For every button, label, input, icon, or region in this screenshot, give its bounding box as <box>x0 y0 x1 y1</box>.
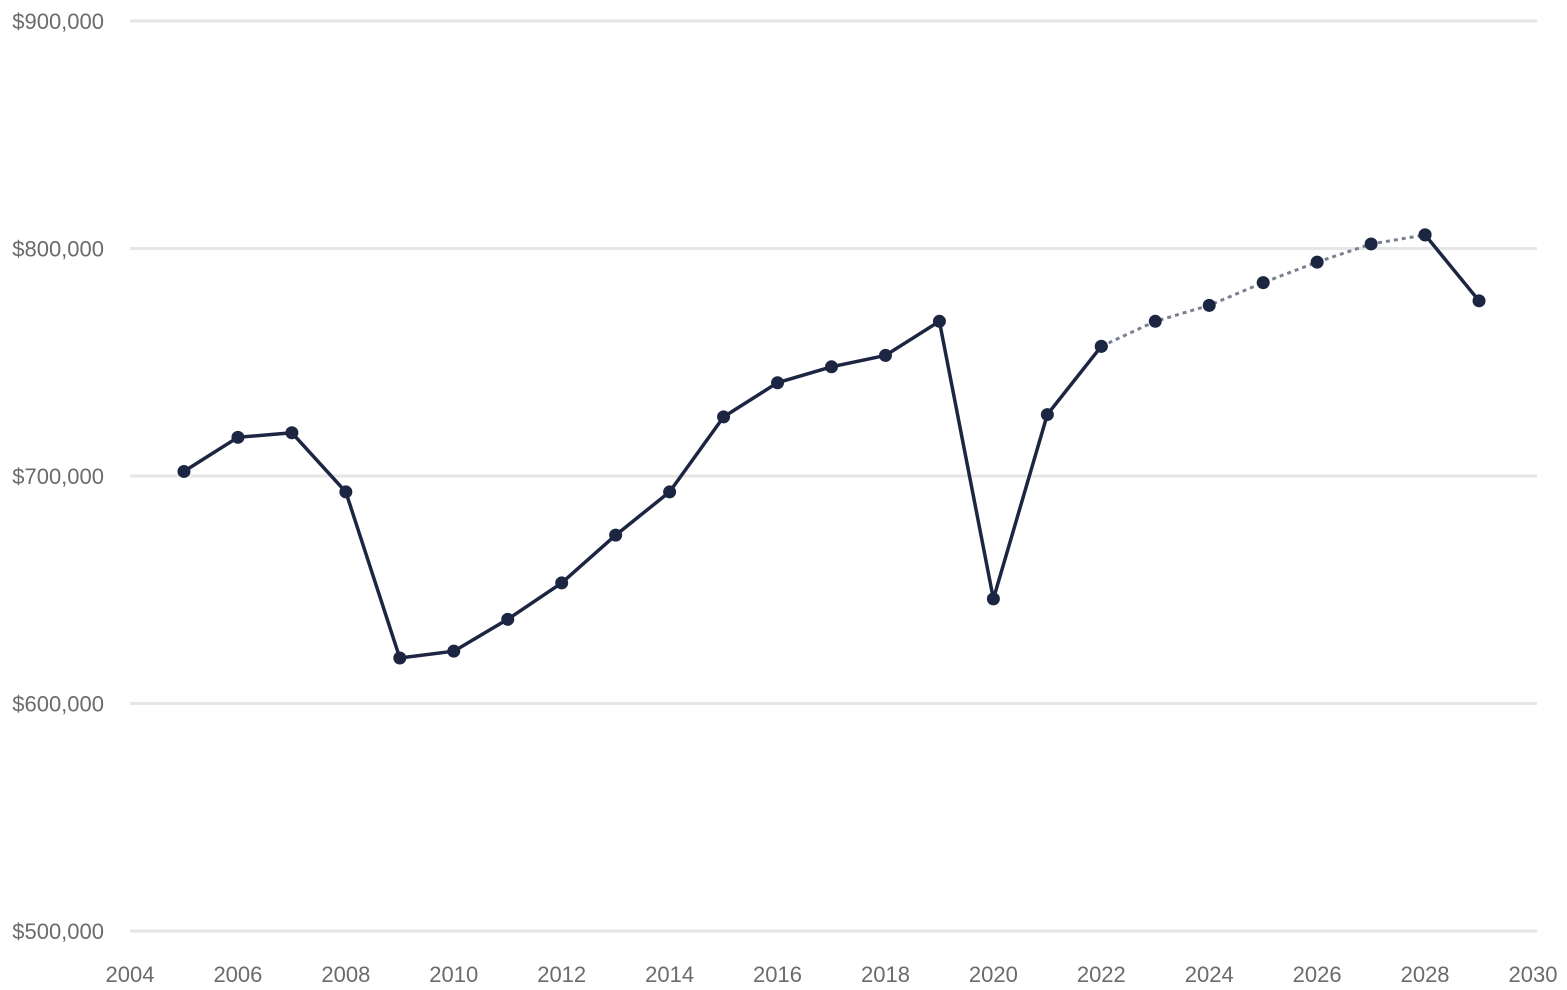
data-point <box>447 644 461 658</box>
data-point <box>1472 294 1486 308</box>
y-tick-label: $500,000 <box>12 919 104 944</box>
x-tick-label: 2010 <box>429 962 478 987</box>
data-point <box>1148 314 1162 328</box>
data-point <box>1040 408 1054 422</box>
forecast-series-line <box>1100 233 1426 348</box>
data-point <box>986 592 1000 606</box>
x-tick-label: 2008 <box>321 962 370 987</box>
x-tick-label: 2020 <box>969 962 1018 987</box>
data-point <box>1202 298 1216 312</box>
data-point <box>1418 228 1432 242</box>
y-tick-label: $900,000 <box>12 9 104 34</box>
data-point <box>393 651 407 665</box>
data-point <box>555 576 569 590</box>
data-point <box>932 314 946 328</box>
data-point <box>1364 237 1378 251</box>
x-tick-label: 2018 <box>861 962 910 987</box>
data-point <box>1094 339 1108 353</box>
data-point <box>501 612 515 626</box>
data-point <box>878 348 892 362</box>
data-point <box>771 376 785 390</box>
data-point <box>663 485 677 499</box>
gridlines <box>130 19 1537 933</box>
x-tick-label: 2024 <box>1185 962 1234 987</box>
data-point <box>177 464 191 478</box>
y-tick-label: $700,000 <box>12 464 104 489</box>
data-point <box>825 360 838 374</box>
data-point <box>1310 255 1324 269</box>
x-tick-label: 2004 <box>106 962 155 987</box>
data-point <box>609 528 623 542</box>
x-axis-tick-labels: 2004 2006 2008 2010 2012 2014 2016 2018 2020 2022… <box>106 962 1558 987</box>
x-tick-label: 2028 <box>1401 962 1450 987</box>
data-point <box>285 426 299 440</box>
series-line <box>1423 233 1481 302</box>
x-tick-label: 2026 <box>1293 962 1342 987</box>
x-tick-label: 2012 <box>537 962 586 987</box>
x-tick-label: 2014 <box>645 962 694 987</box>
data-point <box>717 410 731 424</box>
y-tick-label: $600,000 <box>12 692 104 717</box>
x-tick-label: 2006 <box>213 962 262 987</box>
x-tick-label: 2016 <box>753 962 802 987</box>
series-points <box>177 228 1486 665</box>
y-tick-label: $800,000 <box>12 237 104 262</box>
data-point <box>339 485 353 499</box>
series-line <box>183 319 1103 660</box>
x-tick-label: 2022 <box>1077 962 1126 987</box>
data-point <box>231 430 245 444</box>
series-lines <box>183 233 1481 660</box>
x-tick-label: 2030 <box>1509 962 1558 987</box>
data-point <box>1256 276 1270 290</box>
y-axis-tick-labels: $500,000 $600,000 $700,000 $800,000 $900,000 <box>12 9 104 944</box>
